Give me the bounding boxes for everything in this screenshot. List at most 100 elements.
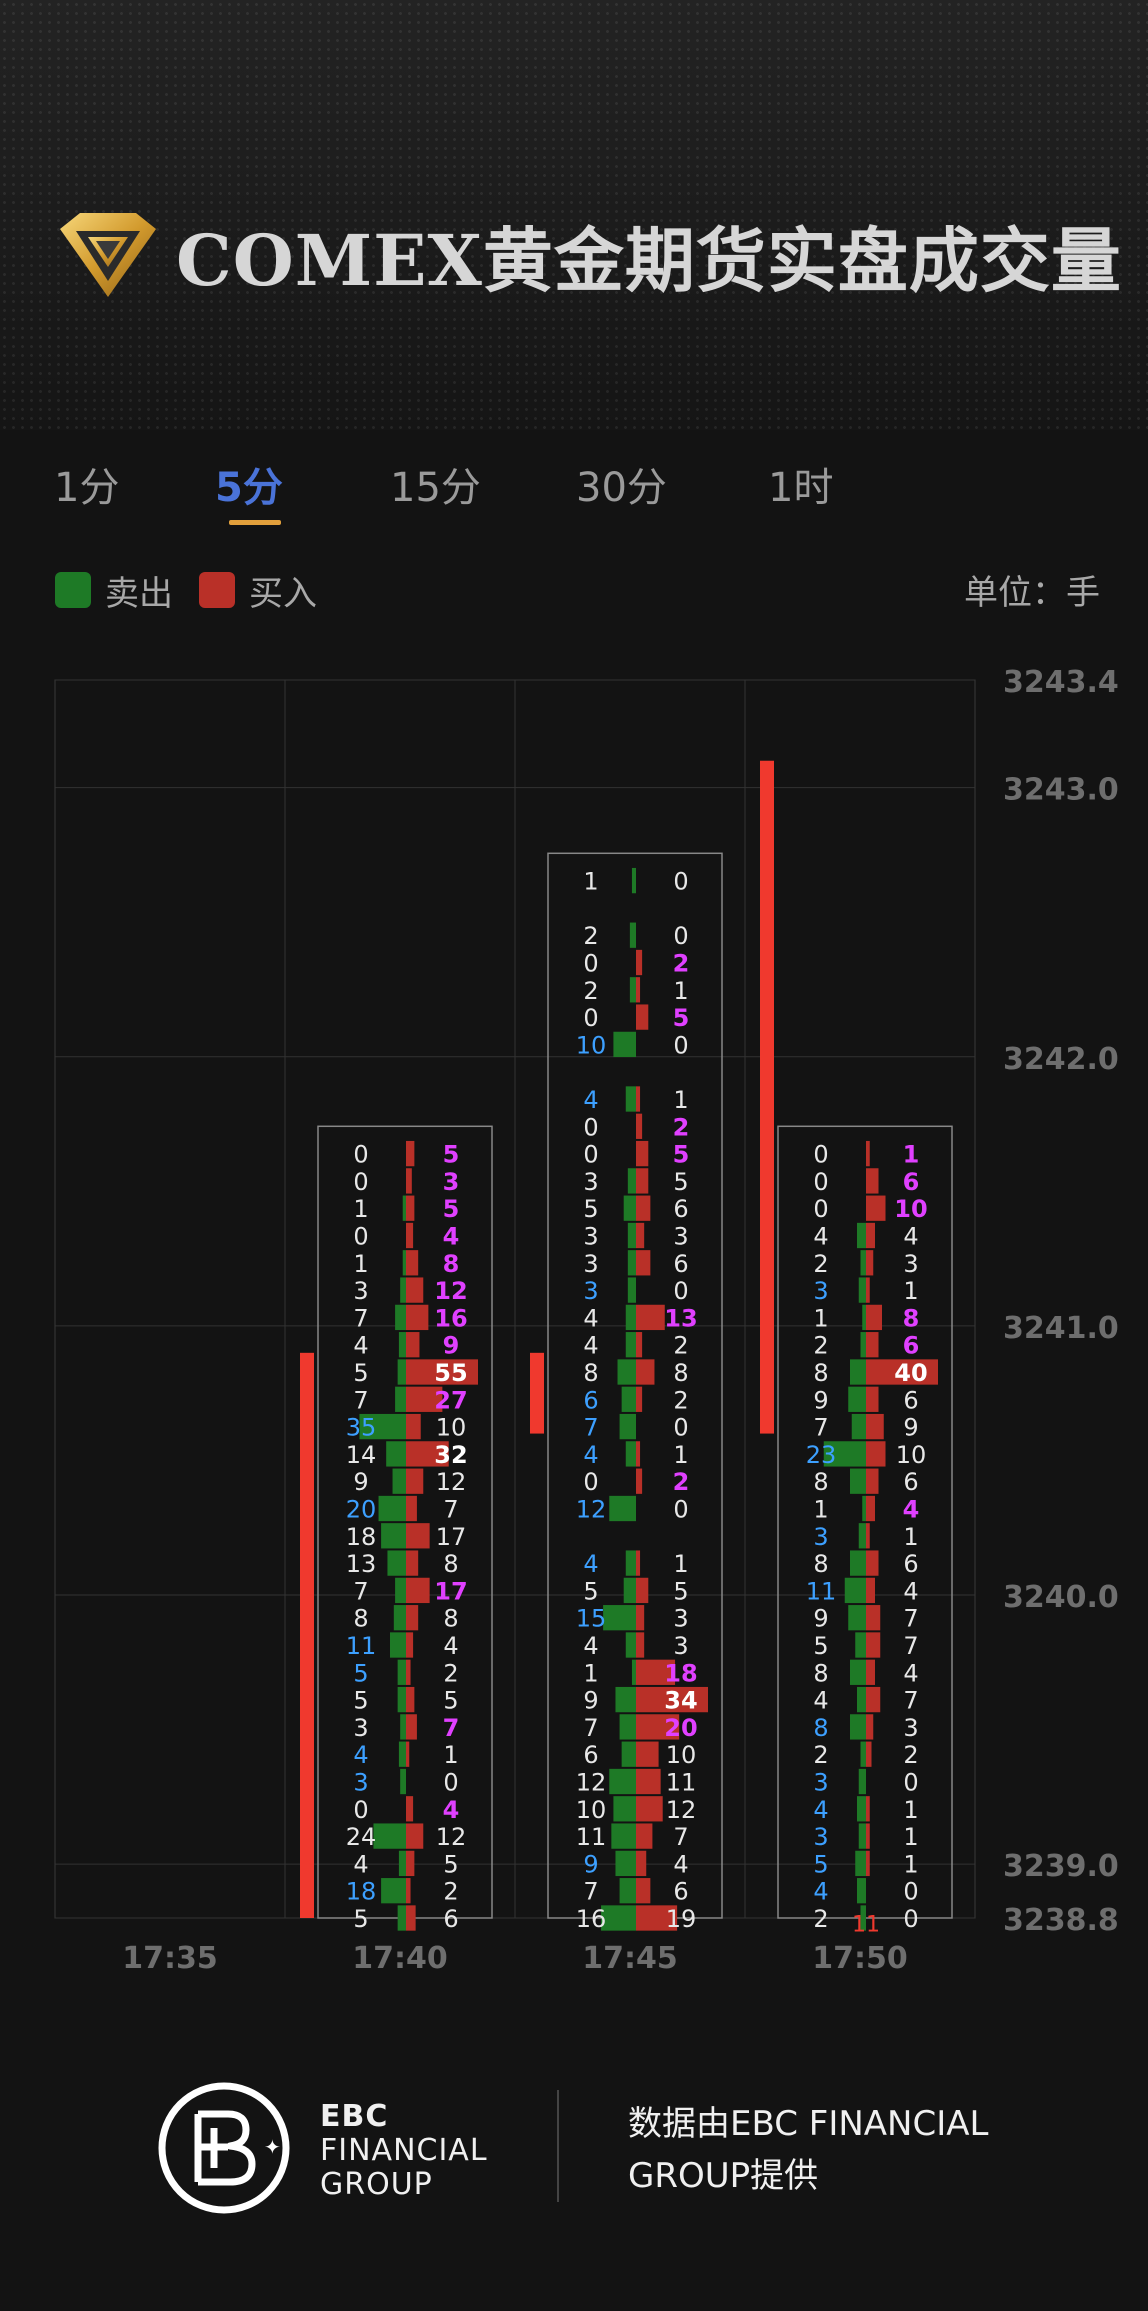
buy-volume-bar (866, 1250, 874, 1276)
sell-volume-bar (855, 1632, 866, 1658)
sell-volume-bar (625, 1632, 636, 1658)
tab-15min[interactable]: 15分 (390, 465, 481, 511)
buy-volume-label: 5 (443, 1687, 458, 1715)
buy-volume-bar (866, 1686, 881, 1713)
sell-volume-bar (860, 1332, 866, 1358)
title-row: COMEX黄金期货实盘成交量 (56, 205, 1122, 305)
buy-volume-bar (866, 1523, 870, 1549)
timeframe-tabs: 1分 5分 15分 30分 1时 (0, 455, 1148, 525)
sell-volume-label: 8 (813, 1359, 828, 1387)
sell-volume-bar (617, 1359, 636, 1385)
sell-volume-bar (857, 1686, 866, 1713)
buy-volume-label: 18 (664, 1659, 697, 1687)
sell-volume-bar (621, 1386, 636, 1412)
sell-volume-label: 5 (353, 1659, 368, 1687)
buy-volume-label: 6 (673, 1195, 688, 1223)
buy-volume-bar (866, 1140, 870, 1167)
sell-volume-bar (860, 1741, 866, 1767)
sell-volume-bar (860, 1905, 866, 1931)
buy-volume-label: 1 (903, 1850, 918, 1878)
buy-volume-label: 9 (903, 1414, 918, 1442)
buy-volume-bar (636, 1823, 653, 1849)
sell-volume-bar (858, 1823, 866, 1849)
sell-volume-bar (850, 1359, 866, 1385)
page-title: COMEX黄金期货实盘成交量 (176, 218, 1122, 302)
buy-volume-bar (636, 1768, 661, 1795)
buy-volume-label: 2 (903, 1741, 918, 1769)
buy-volume-bar (866, 1632, 881, 1658)
buy-volume-bar (866, 1222, 875, 1249)
sell-volume-label: 2 (813, 1250, 828, 1278)
buy-volume-bar (866, 1386, 879, 1412)
sell-volume-bar (862, 1495, 866, 1522)
buy-volume-label: 7 (903, 1632, 918, 1660)
sell-volume-label: 4 (353, 1332, 368, 1360)
sell-volume-bar (397, 1905, 406, 1931)
sell-volume-label: 7 (353, 1304, 368, 1332)
brand-name: EBC FINANCIAL GROUP (320, 2100, 488, 2202)
buy-volume-bar (636, 1796, 663, 1822)
sell-volume-label: 8 (813, 1659, 828, 1687)
sell-volume-label: 35 (346, 1414, 377, 1442)
buy-volume-label: 4 (903, 1496, 920, 1524)
sell-volume-bar (386, 1441, 406, 1467)
buy-volume-label: 8 (903, 1304, 920, 1332)
sell-volume-bar (850, 1714, 866, 1740)
sell-volume-label: 5 (813, 1850, 828, 1878)
buy-volume-bar (406, 1796, 414, 1822)
tab-1min[interactable]: 1分 (54, 465, 120, 511)
buy-volume-label: 3 (903, 1714, 918, 1742)
tab-5min[interactable]: 5分 (215, 465, 283, 511)
sell-volume-bar (858, 1768, 866, 1795)
sell-volume-bar (381, 1878, 406, 1904)
tab-30min[interactable]: 30分 (576, 465, 667, 511)
buy-volume-label: 5 (673, 1168, 688, 1196)
buy-volume-label: 10 (436, 1414, 467, 1442)
buy-volume-bar (406, 1195, 415, 1221)
candle-body (760, 760, 774, 1434)
buy-volume-bar (406, 1332, 420, 1358)
sell-volume-bar (613, 1031, 636, 1058)
candle-body (530, 1352, 544, 1434)
sell-volume-label: 24 (346, 1823, 377, 1851)
buy-volume-bar (866, 1659, 875, 1685)
sell-volume-bar (623, 1577, 636, 1604)
sell-volume-label: 3 (813, 1277, 828, 1305)
sell-volume-label: 3 (353, 1769, 368, 1797)
buy-volume-label: 10 (894, 1195, 927, 1223)
sell-volume-label: 5 (353, 1905, 368, 1933)
buy-volume-label: 6 (903, 1468, 918, 1496)
sell-volume-label: 7 (583, 1714, 598, 1742)
sell-volume-bar (619, 1714, 636, 1740)
buy-volume-bar (636, 1659, 676, 1685)
sell-volume-bar (629, 977, 636, 1003)
buy-volume-bar (866, 1195, 886, 1221)
buy-volume-label: 10 (666, 1741, 697, 1769)
sell-volume-bar (395, 1577, 406, 1604)
header-banner (0, 0, 1148, 430)
buy-volume-label: 5 (443, 1850, 458, 1878)
buy-volume-bar (406, 1413, 421, 1440)
buy-volume-bar (866, 1413, 884, 1440)
sell-volume-label: 7 (353, 1386, 368, 1414)
sell-volume-label: 2 (813, 1905, 828, 1933)
buy-volume-bar (406, 1659, 411, 1685)
buy-volume-label: 1 (673, 1441, 688, 1469)
sell-volume-label: 1 (353, 1250, 368, 1278)
buy-volume-label: 12 (436, 1468, 467, 1496)
svg-text:✦: ✦ (264, 2135, 281, 2159)
sell-volume-label: 3 (583, 1277, 598, 1305)
y-tick-label: 3238.8 (1003, 1903, 1119, 1938)
sell-volume-label: 0 (813, 1195, 828, 1223)
sell-volume-label: 18 (346, 1523, 377, 1551)
buy-volume-bar (636, 1359, 655, 1385)
tab-1hour[interactable]: 1时 (768, 465, 834, 511)
unit-label: 单位：手 (964, 573, 1100, 613)
buy-volume-label: 4 (903, 1659, 918, 1687)
buy-volume-bar (406, 1140, 415, 1167)
sell-volume-bar (629, 922, 636, 948)
buy-volume-bar (636, 1741, 659, 1767)
sell-volume-bar (851, 1413, 866, 1440)
buy-volume-bar (866, 1823, 870, 1849)
buy-volume-bar (866, 1605, 881, 1631)
